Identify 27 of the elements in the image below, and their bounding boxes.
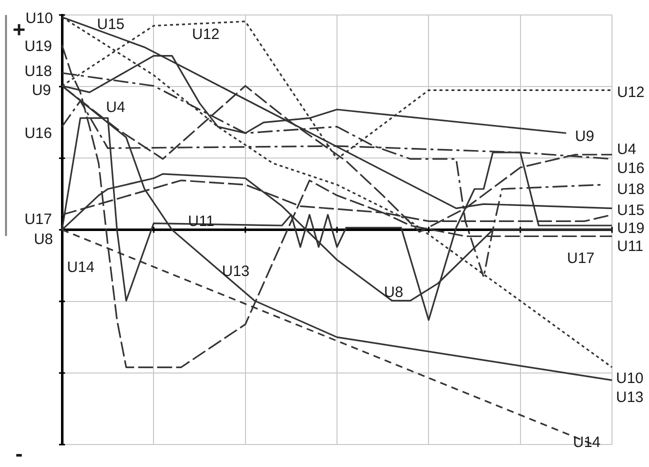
series-label: U18 [24,63,52,80]
series-label: U16 [617,160,645,178]
series-label: U8 [384,284,404,302]
text: U16 [24,125,52,142]
series-label: U10 [616,370,644,388]
text: U17 [567,250,595,268]
series-label: U17 [24,211,52,228]
series-label: U19 [617,220,645,238]
text: + [12,17,26,42]
series-label: U14 [573,434,601,452]
series-label: U9 [575,128,594,146]
series-label: U12 [192,26,220,44]
text: U19 [24,38,52,56]
text: - [15,441,23,466]
series-label: U15 [97,16,125,34]
text: U18 [617,181,645,198]
text: U13 [616,389,644,406]
text: U14 [67,259,95,276]
series-label: U13 [222,263,250,280]
text: U8 [34,231,53,248]
text: U15 [617,202,645,220]
text: U9 [32,82,51,100]
text: U12 [617,84,645,102]
series-label: U4 [106,99,126,116]
text: U10 [25,10,53,28]
text: U11 [617,238,644,256]
text: U4 [617,141,636,158]
